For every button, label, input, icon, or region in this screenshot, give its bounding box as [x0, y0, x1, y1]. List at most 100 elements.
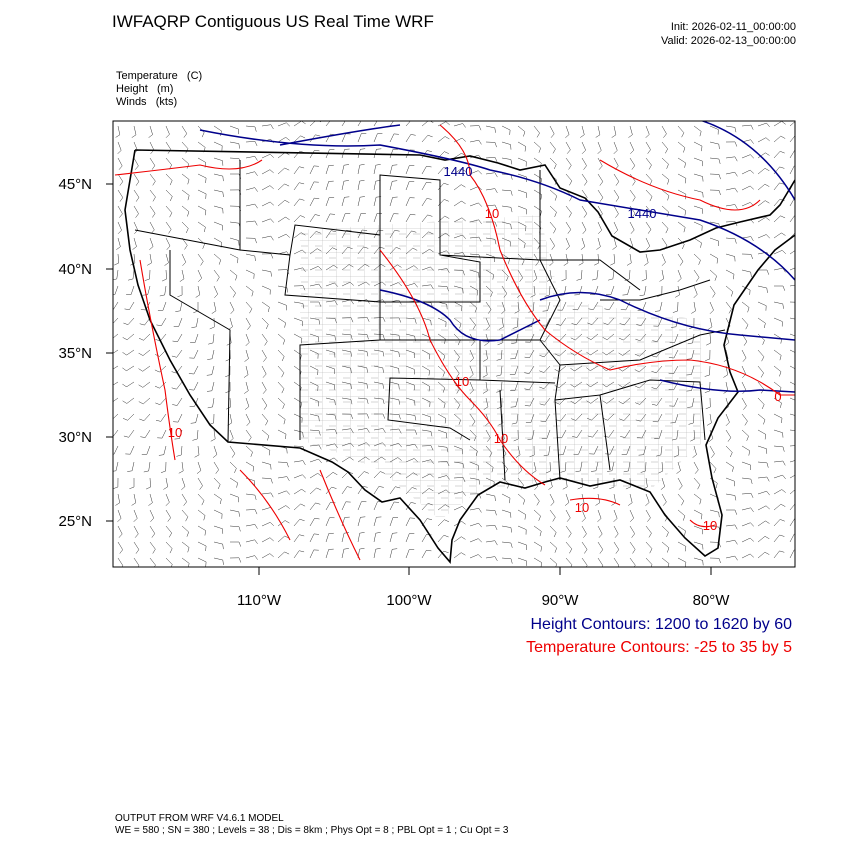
wind-barb: [485, 157, 498, 162]
wind-barb: [197, 509, 206, 521]
wind-barb: [154, 365, 167, 373]
wind-barb: [277, 136, 290, 143]
wind-barb: [213, 557, 224, 565]
wind-barb: [757, 349, 765, 362]
wind-barb: [181, 189, 190, 201]
wind-barb: [277, 167, 290, 175]
wind-barb: [165, 541, 173, 554]
wind-barb: [501, 189, 513, 196]
wind-barb: [693, 525, 703, 535]
land-counties: [300, 215, 705, 520]
wind-barb: [533, 541, 542, 552]
wind-barb: [261, 397, 268, 410]
wind-barb: [578, 253, 584, 266]
wind-barb: [113, 333, 119, 339]
wind-barb: [773, 135, 786, 143]
wind-barb: [357, 179, 365, 191]
wind-barb: [261, 461, 272, 470]
wind-barb: [229, 205, 241, 212]
wind-barb: [113, 461, 119, 472]
wind-barb: [437, 550, 449, 559]
wind-barb: [213, 525, 224, 534]
wind-barb: [165, 125, 170, 138]
wind-barb: [309, 149, 320, 159]
wind-barb: [581, 541, 588, 554]
wind-barb: [179, 269, 185, 282]
wind-barb: [693, 269, 700, 282]
coastline: [124, 149, 795, 564]
wind-barb: [178, 461, 184, 474]
wind-barb: [261, 365, 267, 378]
wind-barb: [704, 365, 711, 377]
wind-barb: [645, 509, 651, 522]
wind-barb: [113, 269, 119, 281]
wind-barb: [244, 397, 250, 410]
wind-barb: [469, 522, 482, 528]
wind-barb: [113, 445, 119, 455]
wind-barb: [138, 365, 151, 372]
wind-barb: [741, 154, 754, 159]
wind-barb: [773, 349, 782, 361]
wind-barb: [181, 493, 188, 506]
lon-label: 90°W: [542, 592, 580, 609]
wind-barb: [127, 461, 135, 472]
wind-barb: [661, 125, 667, 138]
wind-barb: [709, 205, 721, 212]
wind-barb: [613, 541, 620, 554]
wind-barb: [741, 477, 753, 484]
wind-barb: [565, 541, 573, 554]
wind-barb: [389, 196, 398, 207]
wind-barb: [774, 285, 786, 291]
wind-barb: [116, 237, 121, 250]
wind-barb: [533, 125, 540, 138]
wind-barb: [194, 445, 200, 458]
contour-label: 1440: [628, 206, 657, 221]
wind-barb: [373, 501, 383, 511]
wind-barb: [561, 269, 567, 282]
wind-barb: [229, 461, 237, 473]
wind-barb: [225, 381, 231, 394]
wind-barb: [723, 381, 729, 394]
wind-barb: [706, 333, 711, 346]
wind-barb: [610, 253, 616, 266]
wind-barb: [174, 429, 183, 440]
wind-barb: [277, 317, 286, 328]
wind-barb: [208, 413, 215, 425]
wind-barb: [245, 253, 256, 262]
wind-barb: [245, 493, 257, 500]
wind-barb: [277, 269, 290, 275]
wind-barb: [277, 505, 290, 511]
wind-barb: [421, 518, 433, 527]
wind-barb: [113, 365, 119, 370]
wind-barb: [581, 221, 587, 234]
wind-barb: [389, 486, 401, 495]
wind-barb: [189, 349, 199, 359]
wind-barb: [709, 269, 717, 281]
wind-barb: [757, 301, 767, 311]
contour-label: 10: [703, 518, 717, 533]
wind-barb: [709, 173, 721, 180]
wind-barb: [341, 148, 350, 159]
wind-barb: [405, 213, 416, 223]
wind-barb: [789, 474, 795, 479]
wind-barb: [309, 458, 322, 464]
wind-barb: [133, 173, 140, 186]
wind-barb: [789, 381, 795, 385]
wind-barb: [757, 413, 766, 425]
wind-barb: [165, 141, 172, 154]
wind-barb: [197, 493, 205, 506]
wind-barb: [469, 554, 482, 559]
wind-barb: [229, 429, 234, 442]
wind-barb: [373, 164, 381, 175]
wind-barb: [229, 269, 238, 281]
wind-barb: [229, 509, 240, 517]
wind-barb: [613, 525, 619, 538]
wind-barb: [117, 141, 122, 154]
wind-barb: [213, 493, 222, 505]
wind-barb: [773, 519, 785, 527]
wind-barb: [485, 204, 498, 210]
wind-barb: [245, 524, 258, 529]
lon-label: 100°W: [386, 592, 432, 609]
wind-barb: [229, 445, 236, 458]
wind-barb: [293, 135, 306, 143]
